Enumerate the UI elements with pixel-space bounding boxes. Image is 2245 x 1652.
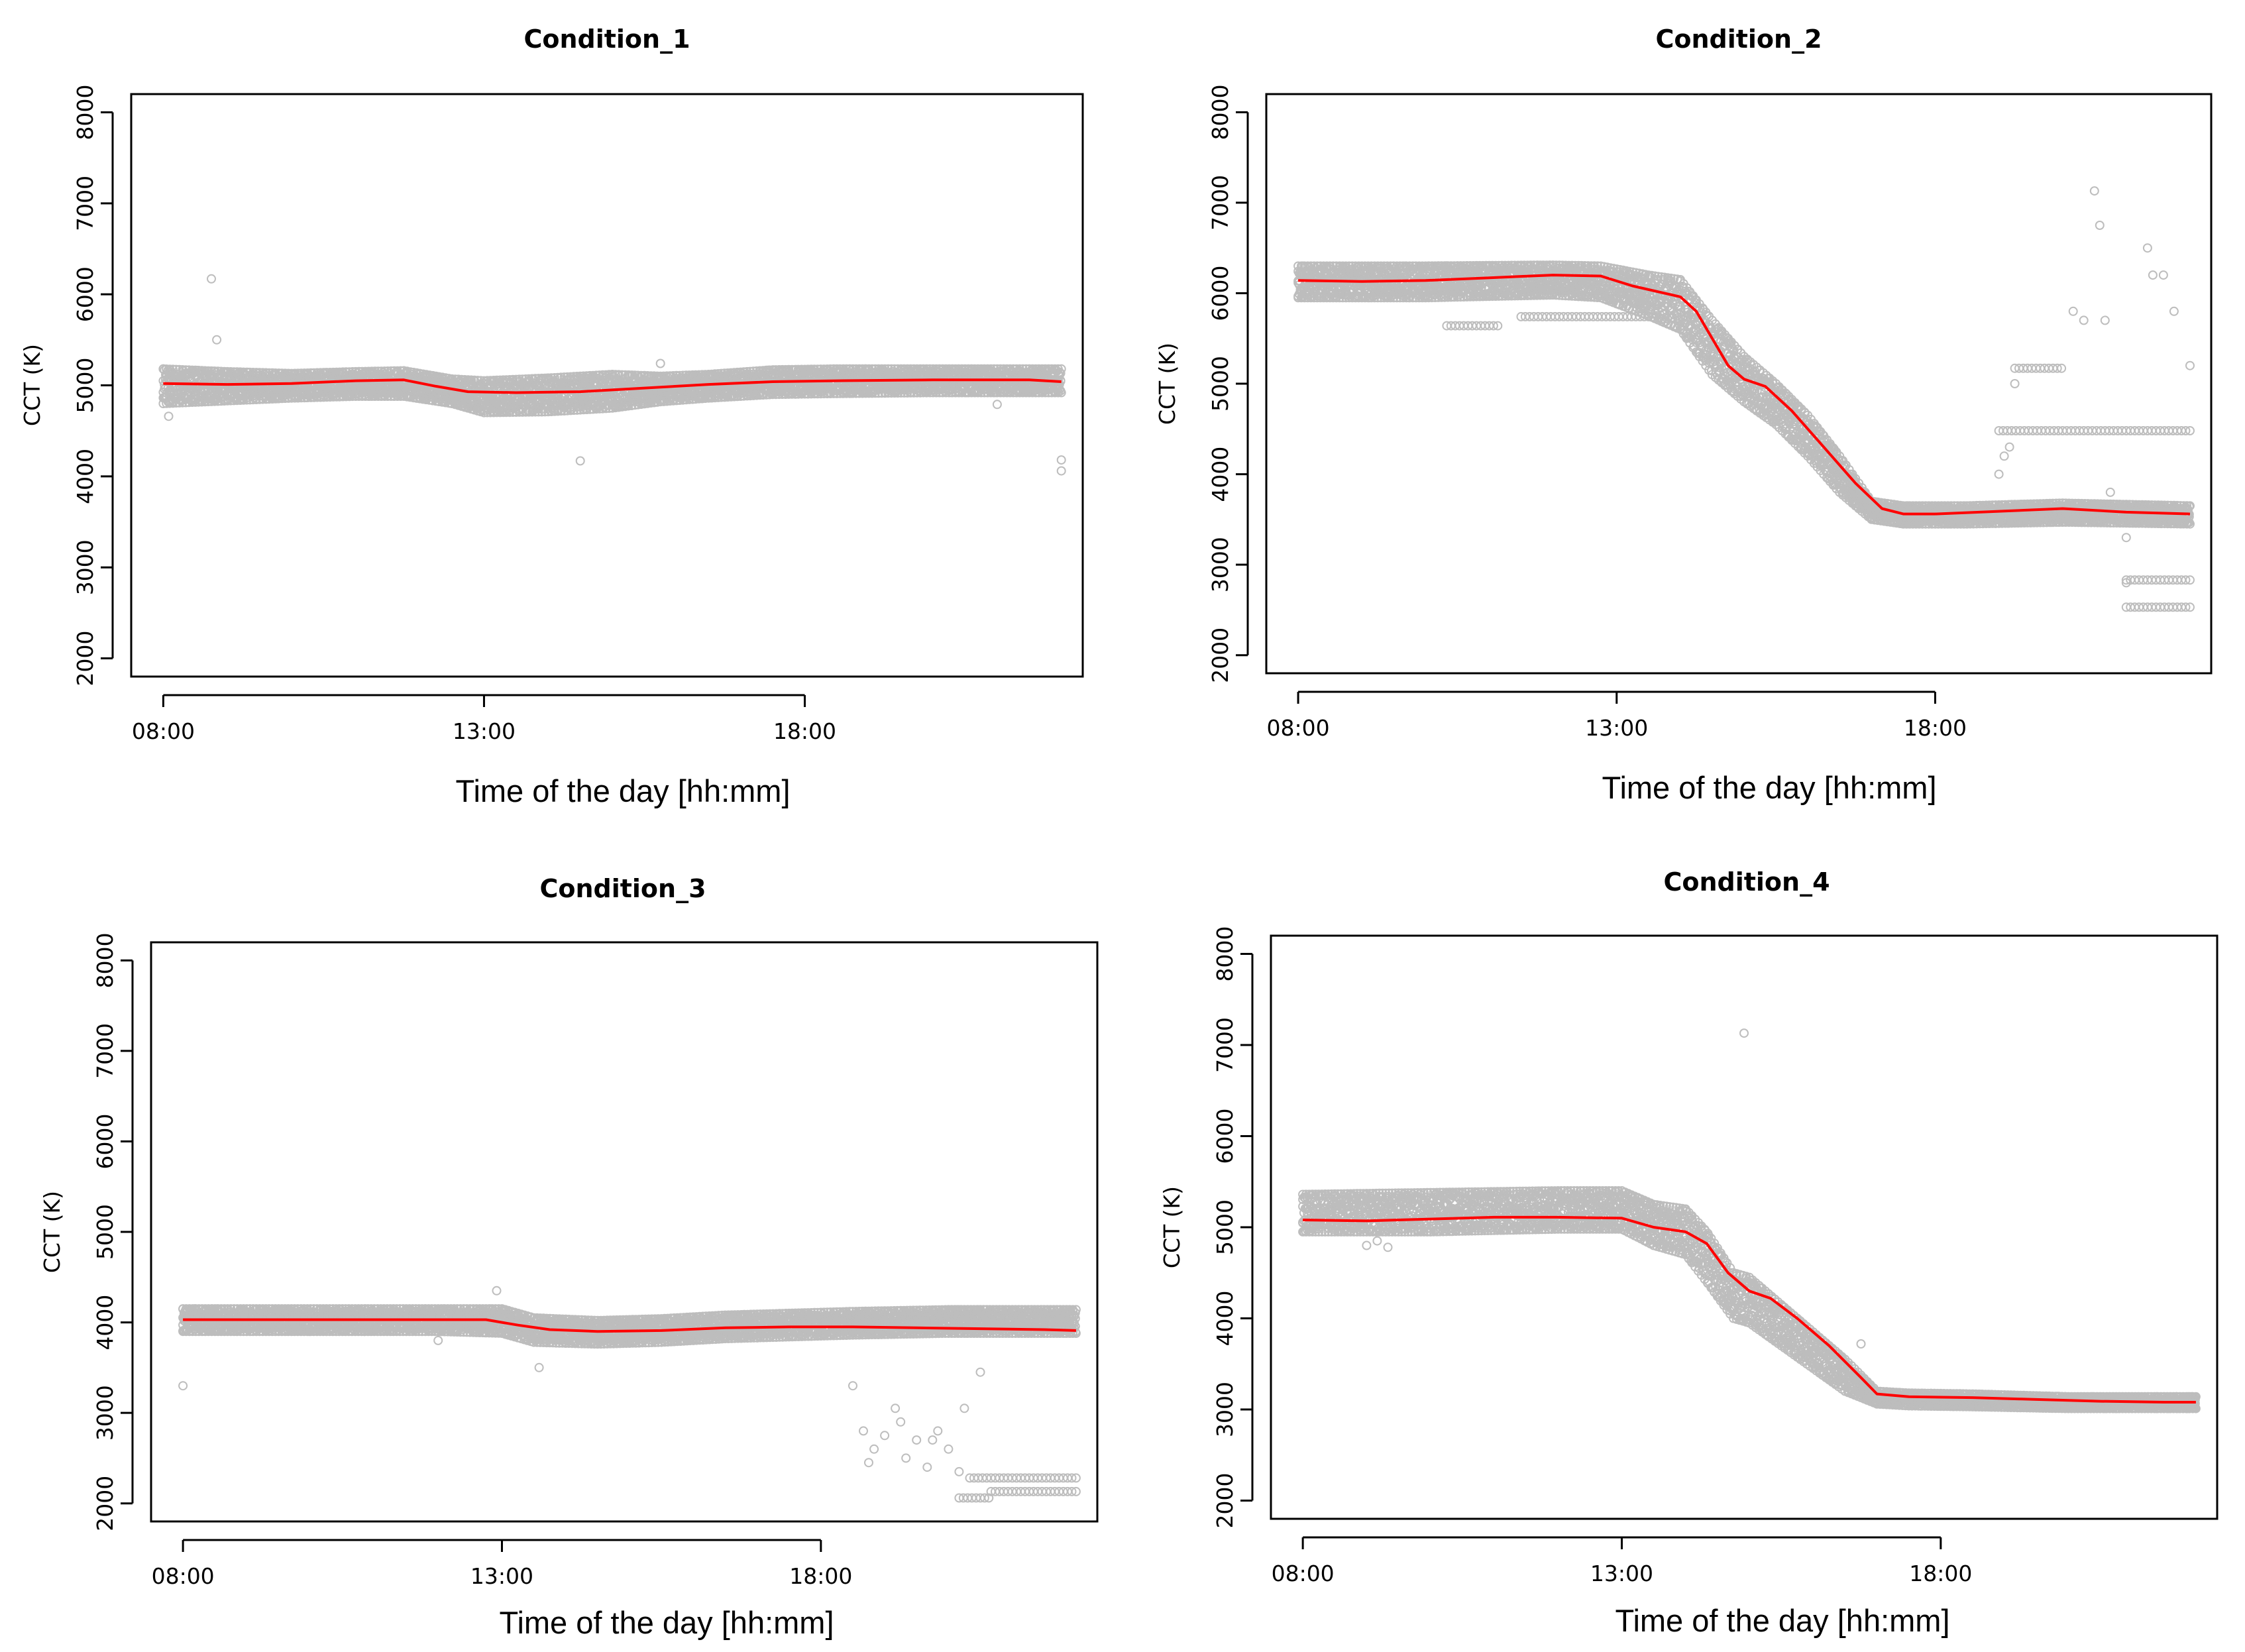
y-tick-label: 4000 — [72, 449, 98, 504]
outlier-point — [164, 412, 174, 421]
point-band — [1293, 260, 2195, 529]
x-tick-label: 08:00 — [1267, 715, 1330, 741]
y-tick-label: 8000 — [72, 84, 98, 140]
x-tick-label: 18:00 — [773, 718, 836, 744]
outlier-point — [575, 456, 585, 466]
panel-title: Condition_1 — [523, 25, 690, 54]
outlier-point — [1056, 455, 1066, 465]
y-tick-label: 2000 — [1207, 628, 1233, 683]
outlier-point — [655, 358, 665, 368]
y-tick-label: 4000 — [1207, 447, 1233, 502]
data-points — [1293, 186, 2195, 612]
panel-condition-2: Condition_2 Time of the day [hh:mm] CCT … — [1154, 25, 2213, 805]
x-axis-label: Time of the day [hh:mm] — [1602, 770, 1937, 805]
y-tick-label: 8000 — [1207, 84, 1233, 140]
x-tick-label: 08:00 — [132, 718, 195, 744]
panel-title: Condition_2 — [1655, 25, 1822, 54]
y-tick-label: 3000 — [1207, 537, 1233, 592]
y-tick-label: 7000 — [72, 176, 98, 231]
x-tick-label: 18:00 — [1904, 715, 1967, 741]
x-axis-label: Time of the day [hh:mm] — [456, 773, 791, 808]
outlier-point — [992, 400, 1002, 410]
outlier-point — [207, 274, 216, 284]
y-tick-label: 5000 — [1207, 356, 1233, 412]
outlier-point — [1056, 466, 1066, 476]
plot-frame — [130, 93, 1084, 678]
y-tick-label: 3000 — [72, 539, 98, 595]
y-axis-label: CCT (K) — [19, 344, 45, 426]
y-axis-label: CCT (K) — [1154, 343, 1180, 425]
y-tick-label: 2000 — [72, 631, 98, 687]
x-tick-label: 13:00 — [1585, 715, 1648, 741]
panel-condition-1: Condition_1 Time of the day [hh:mm] CCT … — [19, 25, 1084, 808]
y-tick-label: 6000 — [72, 266, 98, 322]
data-points — [158, 274, 1066, 476]
x-tick-label: 13:00 — [453, 718, 516, 744]
outlier-point — [212, 335, 222, 345]
y-tick-label: 6000 — [1207, 265, 1233, 321]
y-tick-label: 7000 — [1207, 175, 1233, 231]
y-tick-label: 5000 — [72, 358, 98, 413]
